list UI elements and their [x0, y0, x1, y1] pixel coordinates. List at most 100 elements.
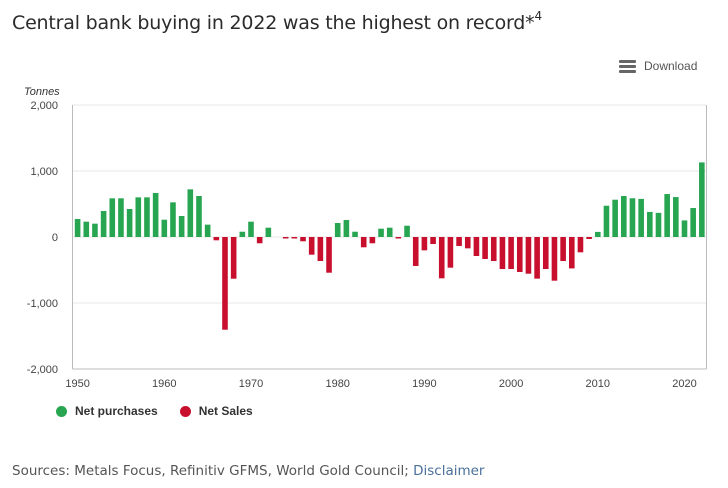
- bar-net-sale: [395, 237, 402, 239]
- bar-net-purchase: [187, 189, 194, 237]
- legend-marker-red: [179, 405, 191, 417]
- footnote-marker: 4: [534, 9, 542, 23]
- legend-label: Net Sales: [198, 404, 253, 418]
- bar-net-purchase: [74, 218, 81, 237]
- bar-net-sale: [430, 237, 436, 244]
- legend-marker-green: [56, 405, 67, 417]
- bar-net-sale: [282, 237, 289, 239]
- bar-net-purchase: [681, 220, 688, 237]
- sources-text: Sources: Metals Focus, Refinitiv GFMS, W…: [12, 463, 414, 479]
- bar-net-purchase: [343, 219, 350, 237]
- bar-net-purchase: [647, 211, 653, 237]
- bar-net-purchase: [664, 194, 670, 237]
- x-tick-label: 1960: [152, 378, 176, 390]
- x-tick-label: 1950: [65, 378, 89, 390]
- bar-net-purchase: [178, 216, 185, 237]
- y-axis-label: Tonnes: [24, 86, 60, 98]
- bar-net-purchase: [100, 210, 107, 237]
- bar-net-purchase: [404, 225, 410, 237]
- x-tick-label: 2020: [672, 378, 696, 390]
- bar-net-sale: [317, 237, 324, 262]
- y-axis-ticks: 2,000 1,000 0 -1,000 -2,000: [27, 100, 58, 376]
- download-button[interactable]: Download: [619, 59, 697, 73]
- bar-net-sale: [560, 237, 566, 262]
- bar-net-purchase: [144, 197, 150, 237]
- bar-net-purchase: [161, 219, 168, 237]
- x-tick-label: 2000: [499, 378, 523, 390]
- bar-net-purchase: [152, 192, 159, 237]
- y-tick-label: 0: [52, 232, 58, 244]
- bar-net-sale: [369, 237, 376, 244]
- bar-net-purchase: [265, 227, 272, 237]
- bar-net-sale: [308, 237, 315, 255]
- bar-net-sale: [456, 237, 462, 246]
- bar-net-purchase: [638, 198, 644, 237]
- bar-net-purchase: [673, 197, 679, 237]
- hamburger-menu-icon: [619, 59, 636, 73]
- chart-title-text: Central bank buying in 2022 was the high…: [12, 12, 535, 34]
- bar-net-sale: [499, 237, 506, 270]
- bar-net-purchase: [109, 198, 116, 237]
- y-tick-label: -2,000: [27, 364, 58, 376]
- x-tick-label: 1990: [412, 378, 436, 390]
- bar-net-purchase: [118, 198, 124, 237]
- bar-net-purchase: [92, 223, 98, 237]
- bar-net-purchase: [621, 196, 627, 237]
- bar-net-purchase: [126, 209, 133, 237]
- bar-net-sale: [525, 237, 532, 274]
- bar-net-sale: [438, 237, 445, 279]
- bar-net-sale: [230, 237, 237, 279]
- bar-net-purchase: [699, 162, 705, 237]
- disclaimer-link[interactable]: Disclaimer: [413, 463, 485, 479]
- bar-net-purchase: [655, 212, 662, 237]
- bar-net-sale: [568, 237, 575, 269]
- bar-chart: Tonnes 2,000 1,000 0 -1,000 -2,000 1950 1960 1…: [24, 86, 707, 390]
- bar-net-purchase: [135, 197, 142, 237]
- x-tick-label: 1980: [325, 378, 349, 390]
- bar-net-sale: [256, 237, 263, 244]
- bar-net-sale: [577, 237, 584, 253]
- y-tick-label: -1,000: [27, 298, 58, 310]
- chart-title: Central bank buying in 2022 was the high…: [12, 9, 542, 34]
- bar-net-sale: [508, 237, 514, 270]
- bar-net-purchase: [239, 231, 246, 237]
- y-tick-label: 2,000: [30, 100, 58, 112]
- bar-net-sale: [482, 237, 488, 259]
- x-axis-ticks: 1950 1960 1970 1980 1990 2000 2010 2020: [65, 378, 696, 390]
- sources-note: Sources: Metals Focus, Refinitiv GFMS, W…: [12, 463, 484, 479]
- legend-item-net-sales[interactable]: Net Sales: [179, 404, 253, 418]
- download-label: Download: [644, 59, 698, 73]
- bar-net-purchase: [595, 231, 601, 237]
- bar-net-sale: [542, 237, 549, 270]
- bar-net-purchase: [378, 228, 384, 237]
- legend-label: Net purchases: [75, 404, 158, 418]
- bar-net-purchase: [690, 208, 696, 237]
- bar-net-sale: [586, 237, 592, 239]
- bar-net-sale: [412, 237, 419, 266]
- bar-net-purchase: [352, 231, 358, 237]
- bar-net-sale: [421, 237, 428, 251]
- bar-net-purchase: [248, 221, 254, 237]
- bar-net-sale: [326, 237, 332, 273]
- bar-net-purchase: [83, 221, 90, 237]
- bar-net-sale: [291, 237, 298, 239]
- bar-net-sale: [300, 237, 306, 242]
- bar-net-sale: [222, 237, 228, 330]
- legend-item-net-purchases[interactable]: Net purchases: [56, 404, 158, 418]
- bar-net-sale: [213, 237, 220, 241]
- bar-net-sale: [551, 237, 558, 281]
- bar-net-purchase: [204, 224, 211, 237]
- gridlines: [72, 104, 707, 304]
- bar-net-purchase: [334, 223, 341, 237]
- y-tick-label: 1,000: [30, 166, 58, 178]
- x-tick-label: 2010: [586, 378, 610, 390]
- bars: [74, 162, 705, 330]
- legend: Net purchases Net Sales: [56, 404, 253, 418]
- bar-net-sale: [473, 237, 480, 257]
- bar-net-purchase: [603, 205, 610, 237]
- bar-net-purchase: [612, 199, 618, 237]
- bar-net-sale: [534, 237, 540, 279]
- bar-net-sale: [490, 237, 497, 262]
- bar-net-sale: [464, 237, 471, 249]
- bar-net-sale: [516, 237, 523, 272]
